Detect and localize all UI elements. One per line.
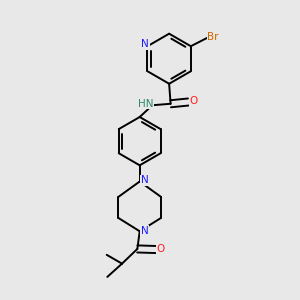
Text: N: N — [141, 39, 149, 50]
Text: N: N — [141, 226, 149, 236]
Text: O: O — [190, 96, 198, 106]
Text: Br: Br — [207, 32, 219, 42]
Text: O: O — [157, 244, 165, 254]
Text: HN: HN — [138, 99, 154, 109]
Text: N: N — [141, 175, 149, 185]
